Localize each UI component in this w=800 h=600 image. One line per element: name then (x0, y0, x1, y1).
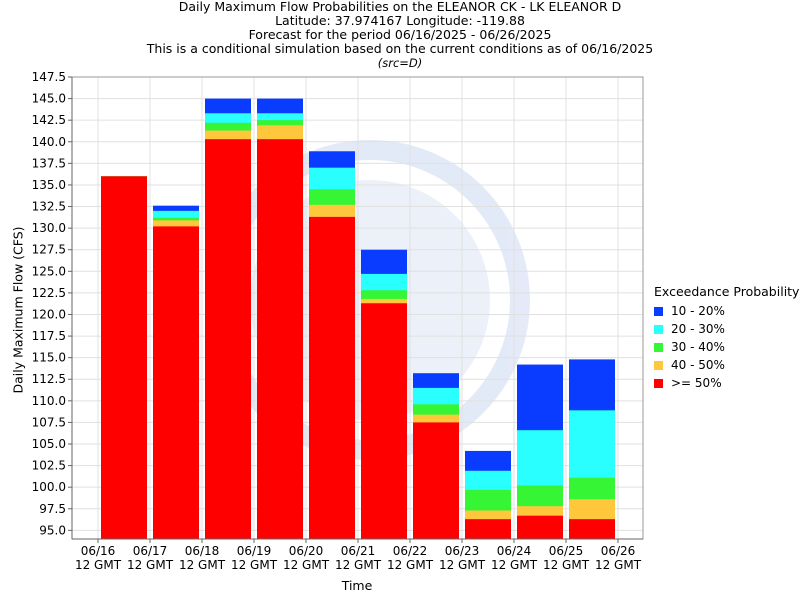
y-tick-label: 125.0 (32, 264, 66, 278)
bar-stack (413, 373, 459, 539)
x-tick-date: 06/22 (393, 544, 428, 558)
bar-segment (153, 226, 199, 539)
y-tick-label: 110.0 (32, 394, 66, 408)
x-tick-time: 12 GMT (387, 558, 434, 572)
bar-stack (465, 450, 511, 539)
y-tick-label: 120.0 (32, 307, 66, 321)
x-tick-time: 12 GMT (491, 558, 538, 572)
legend-swatch (654, 306, 663, 316)
chart-bars (101, 98, 615, 540)
legend-item: 20 - 30% (654, 320, 799, 338)
y-tick-label: 112.5 (32, 372, 66, 386)
bar-segment (205, 139, 251, 539)
y-tick-label: 115.0 (32, 351, 66, 365)
x-tick-time: 12 GMT (231, 558, 278, 572)
chart-source: (src=D) (377, 56, 423, 70)
bar-stack (205, 98, 251, 540)
y-tick-label: 140.0 (32, 135, 66, 149)
x-tick-date: 06/25 (549, 544, 584, 558)
bar-stack (569, 359, 615, 539)
y-axis-ticks: 95.0 97.5 100.0 102.5 105.0 107.5 110.0 112.5 11… (32, 70, 72, 537)
x-tick-time: 12 GMT (283, 558, 330, 572)
legend-item: 40 - 50% (654, 356, 799, 374)
y-tick-label: 117.5 (32, 329, 66, 343)
y-tick-label: 107.5 (32, 415, 66, 429)
legend-label: >= 50% (671, 376, 722, 390)
bar-stack (257, 98, 303, 540)
y-tick-label: 100.0 (32, 480, 66, 494)
x-tick-time: 12 GMT (127, 558, 174, 572)
bar-segment (465, 519, 511, 539)
y-tick-label: 132.5 (32, 200, 66, 214)
y-tick-label: 135.0 (32, 178, 66, 192)
legend-title: Exceedance Probability (654, 284, 800, 299)
y-tick-label: 102.5 (32, 459, 66, 473)
bar-segment (257, 139, 303, 539)
legend-label: 40 - 50% (671, 358, 725, 372)
legend-items: 10 - 20% 20 - 30% 30 - 40% 40 - 50% >= 50% (654, 302, 799, 392)
x-tick-date: 06/21 (341, 544, 376, 558)
legend-swatch (654, 324, 663, 334)
x-tick-time: 12 GMT (75, 558, 122, 572)
legend-label: 30 - 40% (671, 340, 725, 354)
y-tick-label: 127.5 (32, 243, 66, 257)
legend-item: >= 50% (654, 374, 799, 392)
x-axis-title: Time (341, 578, 373, 593)
x-tick-date: 06/20 (289, 544, 324, 558)
x-tick-time: 12 GMT (439, 558, 486, 572)
x-tick-date: 06/16 (81, 544, 116, 558)
legend-swatch (654, 360, 663, 370)
bar-segment (517, 515, 563, 539)
y-tick-label: 142.5 (32, 113, 66, 127)
x-tick-date: 06/23 (445, 544, 480, 558)
y-axis-title: Daily Maximum Flow (CFS) (10, 226, 26, 394)
x-tick-date: 06/19 (237, 544, 272, 558)
x-tick-time: 12 GMT (179, 558, 226, 572)
y-tick-label: 95.0 (39, 523, 66, 537)
y-tick-label: 105.0 (32, 437, 66, 451)
chart-condition-note: This is a conditional simulation based o… (146, 41, 654, 56)
y-tick-label: 122.5 (32, 286, 66, 300)
x-tick-date: 06/24 (497, 544, 532, 558)
bar-segment (101, 176, 147, 539)
bar-stack (361, 249, 407, 540)
y-tick-label: 145.0 (32, 92, 66, 106)
bar-segment (569, 519, 615, 539)
x-tick-date: 06/26 (601, 544, 636, 558)
chart-title-block: Daily Maximum Flow Probabilities on the … (0, 0, 800, 70)
legend-item: 30 - 40% (654, 338, 799, 356)
legend-label: 20 - 30% (671, 322, 725, 336)
legend: Exceedance Probability 10 - 20% 20 - 30% 3… (654, 284, 799, 392)
chart-title: Daily Maximum Flow Probabilities on the … (178, 0, 622, 14)
x-tick-time: 12 GMT (595, 558, 642, 572)
y-tick-label: 147.5 (32, 70, 66, 84)
legend-swatch (654, 342, 663, 352)
x-tick-date: 06/17 (133, 544, 168, 558)
x-tick-date: 06/18 (185, 544, 220, 558)
y-tick-label: 137.5 (32, 156, 66, 170)
x-tick-time: 12 GMT (543, 558, 590, 572)
legend-item: 10 - 20% (654, 302, 799, 320)
bar-segment (413, 422, 459, 539)
bar-segment (309, 216, 355, 539)
x-tick-time: 12 GMT (335, 558, 382, 572)
legend-label: 10 - 20% (671, 304, 725, 318)
y-tick-label: 130.0 (32, 221, 66, 235)
bar-stack (153, 205, 199, 539)
chart-location: Latitude: 37.974167 Longitude: -119.88 (275, 13, 525, 28)
bar-stack (101, 176, 147, 539)
bar-stack (517, 364, 563, 539)
chart-period: Forecast for the period 06/16/2025 - 06/… (248, 27, 552, 42)
bar-segment (361, 303, 407, 539)
legend-swatch (654, 378, 663, 388)
y-tick-label: 97.5 (39, 502, 66, 516)
bar-stack (309, 151, 355, 539)
